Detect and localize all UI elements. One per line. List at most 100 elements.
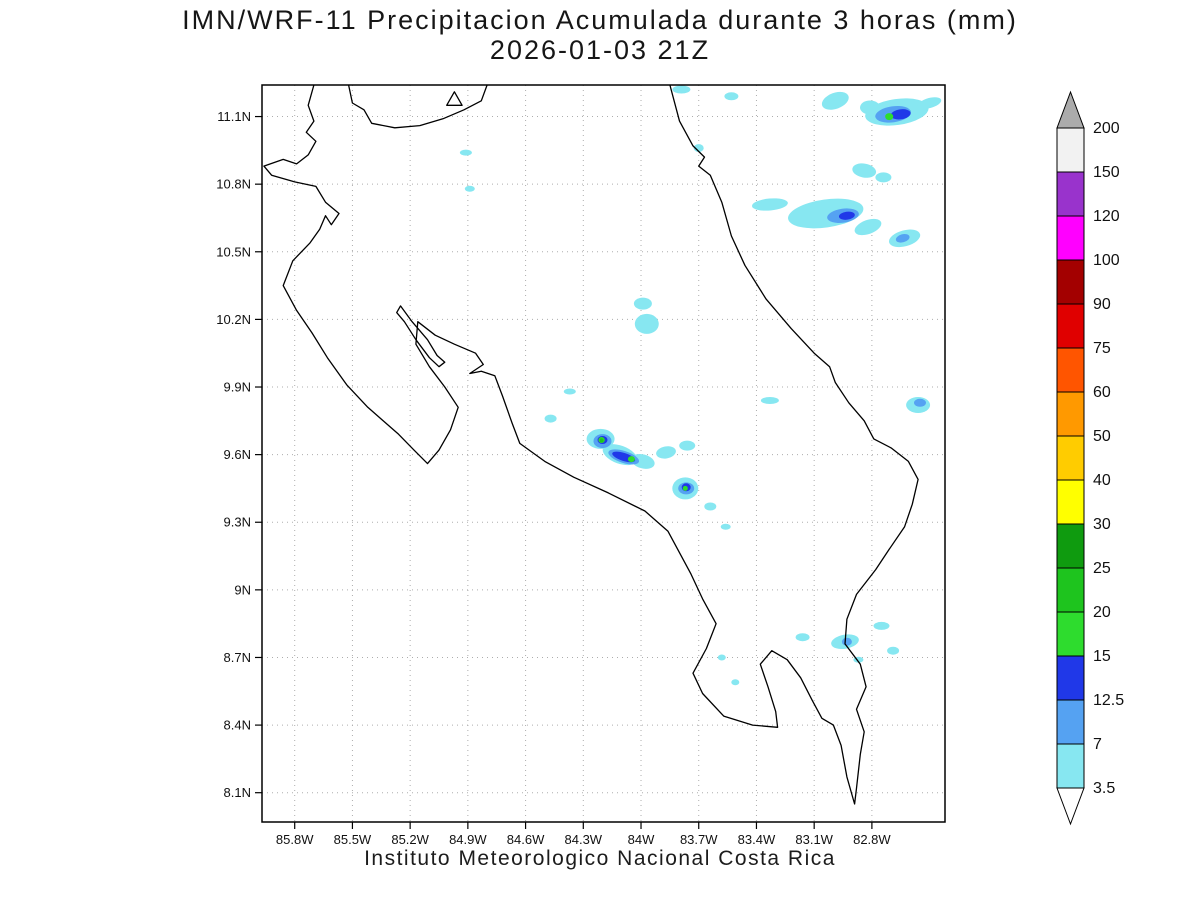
colorbar-under-arrow — [1056, 787, 1085, 826]
colorbar-label: 7 — [1093, 736, 1102, 753]
precip-cell — [838, 211, 855, 220]
colorbar-label: 150 — [1093, 164, 1120, 181]
colorbar-label: 40 — [1093, 472, 1111, 489]
precip-cell — [821, 91, 849, 110]
chart-title: IMN/WRF-11 Precipitacion Acumulada duran… — [182, 5, 1018, 35]
precip-cell — [599, 438, 604, 443]
coastline-lake-nicaragua-shore — [347, 85, 488, 129]
colorbar-segment — [1056, 743, 1085, 789]
x-tick-label: 84.6W — [507, 832, 545, 847]
colorbar-label: 3.5 — [1093, 780, 1115, 797]
x-tick-label: 83.7W — [680, 832, 718, 847]
x-tick-label: 82.8W — [853, 832, 891, 847]
colorbar-segment — [1056, 391, 1085, 437]
precip-cell — [914, 398, 926, 407]
precip-cell — [887, 646, 900, 655]
precip-cell — [751, 198, 788, 211]
colorbar-segment — [1056, 479, 1085, 525]
precip-cell — [627, 456, 635, 463]
y-tick-label: 9.3N — [224, 515, 251, 530]
x-tick-label: 84W — [628, 832, 655, 847]
precip-cell — [464, 185, 475, 192]
y-tick-label: 11.1N — [217, 109, 251, 124]
precip-cell — [693, 144, 704, 153]
colorbar: 3.5 7 12.5 15 20 25 30 40 50 60 75 90 100 120 150 200 — [1056, 90, 1124, 826]
y-tick-label: 10.2N — [216, 312, 251, 327]
precip-cell — [885, 113, 894, 121]
map-frame — [261, 84, 946, 823]
precip-cell — [682, 485, 688, 491]
colorbar-label: 15 — [1093, 648, 1111, 665]
chart-valid-time: 2026-01-03 21Z — [489, 35, 711, 65]
colorbar-label: 90 — [1093, 296, 1111, 313]
colorbar-label: 30 — [1093, 516, 1111, 533]
colorbar-segment — [1056, 699, 1085, 745]
x-tick-label: 85.8W — [276, 832, 314, 847]
colorbar-segment — [1056, 303, 1085, 349]
colorbar-segment — [1056, 215, 1085, 261]
precip-cell — [760, 397, 779, 404]
colorbar-segment — [1056, 611, 1085, 657]
precip-cell — [704, 502, 717, 511]
y-tick-label: 9.6N — [224, 447, 251, 462]
y-tick-label: 10.8N — [216, 177, 251, 192]
precip-cell — [720, 523, 731, 530]
colorbar-label: 25 — [1093, 560, 1111, 577]
precip-cell — [731, 679, 740, 686]
colorbar-segment — [1056, 655, 1085, 701]
precip-cell — [717, 654, 726, 661]
colorbar-label: 120 — [1093, 208, 1120, 225]
precip-cell — [895, 234, 910, 243]
precip-cell — [633, 297, 652, 310]
precip-cell — [656, 446, 676, 459]
y-tick-label: 8.4N — [224, 718, 251, 733]
precip-cell — [672, 85, 691, 94]
precip-cell — [890, 109, 911, 120]
precip-cell — [795, 633, 810, 642]
coastline-nicoya-gulf-estuary — [396, 305, 446, 368]
precip-cell — [563, 388, 576, 395]
x-tick-label: 85.2W — [391, 832, 429, 847]
y-tick-label: 9.9N — [224, 380, 251, 395]
precip-cell — [873, 621, 890, 630]
colorbar-over-arrow — [1056, 90, 1085, 129]
colorbar-label: 50 — [1093, 428, 1111, 445]
colorbar-segment — [1056, 259, 1085, 305]
y-tick-label: 8.1N — [224, 785, 251, 800]
colorbar-segment — [1056, 347, 1085, 393]
precip-cell — [841, 637, 852, 646]
colorbar-label: 100 — [1093, 252, 1120, 269]
precip-cell — [875, 172, 892, 183]
x-tick-label: 85.5W — [334, 832, 372, 847]
colorbar-label: 75 — [1093, 340, 1111, 357]
colorbar-segment — [1056, 127, 1085, 173]
coastline-mainland-and-borders — [263, 85, 919, 805]
coastline-lake-island — [446, 91, 463, 106]
precip-cell — [852, 163, 877, 178]
x-tick-label: 84.3W — [565, 832, 603, 847]
precip-cell — [459, 149, 472, 156]
y-tick-label: 8.7N — [224, 650, 251, 665]
precip-cell — [724, 92, 739, 101]
colorbar-segment — [1056, 435, 1085, 481]
colorbar-segment — [1056, 171, 1085, 217]
x-tick-label: 84.9W — [449, 832, 487, 847]
colorbar-label: 20 — [1093, 604, 1111, 621]
precip-cell — [544, 414, 557, 423]
map-plot-area — [262, 85, 945, 822]
precip-cell — [634, 313, 659, 334]
x-tick-label: 83.1W — [795, 832, 833, 847]
x-tick-label: 83.4W — [738, 832, 776, 847]
colorbar-label: 60 — [1093, 384, 1111, 401]
precip-cell — [854, 218, 882, 236]
y-tick-label: 9N — [234, 582, 251, 597]
footer-credit: Instituto Meteorologico Nacional Costa R… — [364, 847, 836, 870]
y-tick-label: 10.5N — [216, 244, 251, 259]
precip-cell — [679, 440, 696, 451]
colorbar-segment — [1056, 567, 1085, 613]
colorbar-label: 12.5 — [1093, 692, 1124, 709]
precip-cell — [917, 97, 942, 109]
colorbar-segment — [1056, 523, 1085, 569]
